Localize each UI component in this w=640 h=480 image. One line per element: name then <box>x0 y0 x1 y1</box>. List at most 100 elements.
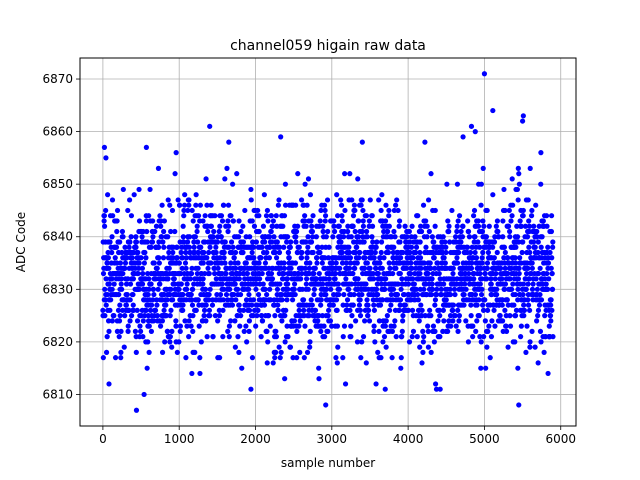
data-point <box>377 302 384 308</box>
data-point <box>331 223 337 229</box>
data-point <box>409 334 415 340</box>
data-point <box>112 255 118 261</box>
data-point <box>137 323 143 329</box>
data-point <box>359 228 365 235</box>
data-point <box>417 344 423 350</box>
data-point-outlier <box>323 402 329 408</box>
data-point <box>194 223 200 229</box>
data-point <box>480 165 486 171</box>
data-point <box>181 207 187 214</box>
data-point <box>163 313 169 319</box>
data-point <box>322 207 328 214</box>
data-point <box>469 260 475 266</box>
data-point <box>114 207 121 214</box>
data-point <box>488 281 494 287</box>
x-tick-label: 3000 <box>317 432 348 446</box>
data-point <box>229 297 235 303</box>
data-point <box>425 270 431 277</box>
data-point-outlier <box>342 381 349 387</box>
data-point <box>437 313 443 319</box>
data-point <box>482 297 488 303</box>
data-point <box>357 313 364 319</box>
data-point <box>532 344 538 350</box>
data-point <box>140 318 146 324</box>
data-point <box>282 339 288 345</box>
data-point <box>222 239 228 245</box>
data-point <box>187 276 193 282</box>
data-point <box>546 323 552 329</box>
data-point <box>106 328 112 334</box>
data-point <box>355 176 361 182</box>
data-point <box>468 265 475 271</box>
data-point <box>275 302 281 308</box>
data-point <box>445 218 451 224</box>
data-point <box>167 291 173 298</box>
data-point-outlier <box>520 113 526 119</box>
data-point <box>141 260 147 266</box>
data-point <box>545 244 551 250</box>
data-point <box>180 291 186 298</box>
data-point <box>364 260 370 266</box>
data-point <box>232 249 239 256</box>
data-point <box>217 355 223 361</box>
data-point <box>139 281 146 287</box>
data-point <box>473 328 479 334</box>
data-point <box>194 270 200 277</box>
data-point <box>357 307 363 313</box>
data-point <box>507 313 513 319</box>
data-point <box>317 218 323 224</box>
data-point <box>306 265 312 271</box>
data-point <box>502 207 508 214</box>
data-point <box>125 207 131 214</box>
data-point <box>410 255 416 261</box>
data-point <box>517 255 523 261</box>
data-point <box>503 313 509 319</box>
data-point <box>296 307 302 313</box>
axis-ticks: 0 1000 2000 3000 4000 5000 6000 6810 6820 6830 684… <box>42 72 576 446</box>
data-point <box>530 281 536 287</box>
data-point <box>129 255 135 261</box>
data-point <box>173 323 179 329</box>
data-point <box>191 281 197 287</box>
data-point <box>159 349 166 355</box>
data-point <box>223 270 229 277</box>
x-tick-label: 4000 <box>393 432 424 446</box>
data-point <box>456 318 462 324</box>
data-point <box>427 260 433 266</box>
data-point <box>116 291 122 298</box>
data-point <box>366 318 373 324</box>
data-point <box>195 249 202 256</box>
data-point <box>450 265 456 271</box>
data-point <box>360 223 367 229</box>
data-point <box>349 313 355 319</box>
data-point <box>432 265 438 271</box>
data-point <box>140 334 146 340</box>
data-point <box>426 228 432 235</box>
data-point <box>156 260 162 266</box>
data-point <box>285 249 292 256</box>
data-point <box>343 276 349 282</box>
data-point <box>264 249 270 256</box>
data-point <box>359 339 365 345</box>
data-point-outlier <box>472 129 478 135</box>
data-point <box>238 313 244 319</box>
data-point <box>122 265 128 271</box>
data-point <box>192 234 198 240</box>
data-point <box>267 286 273 292</box>
data-point <box>293 228 300 235</box>
data-point <box>421 334 427 340</box>
data-point <box>454 276 460 282</box>
data-point <box>537 328 544 334</box>
data-point <box>309 228 316 235</box>
data-point <box>300 297 307 303</box>
data-point <box>332 270 339 277</box>
data-point <box>302 181 308 187</box>
data-point <box>212 313 218 319</box>
data-point <box>178 281 184 287</box>
data-point <box>507 276 513 282</box>
data-point <box>179 265 185 271</box>
data-point <box>253 286 259 292</box>
data-point <box>181 239 187 245</box>
data-point <box>150 297 156 303</box>
data-point <box>507 234 513 240</box>
